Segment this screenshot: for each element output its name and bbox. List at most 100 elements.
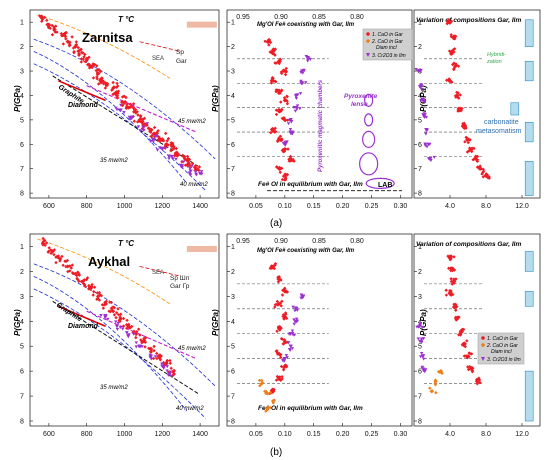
panel-a2-xtick-2: 0.15 <box>307 203 321 210</box>
panel-a3-series-1-point-6-j4 <box>429 158 433 163</box>
panel-a1-xtick-1: 800 <box>81 203 93 210</box>
panel-a1-series-1-point-3-j3 <box>152 137 156 141</box>
panel-a1-series-0-point-11-j7 <box>101 79 106 84</box>
panel-b3-series-2-point-0-j2 <box>420 325 424 329</box>
panel-b2-series-0-point-0-j8 <box>269 264 274 268</box>
panel-b1-series-0-point-14-j6 <box>148 350 153 354</box>
panel-a1-ytick-0: 1 <box>20 20 24 27</box>
panel-a1-series-0-point-2-j8 <box>50 23 54 28</box>
panel-a3-series-0-point-1-j7 <box>453 34 457 38</box>
panel-a1-series-0-point-5-j4 <box>71 46 76 50</box>
panel-a1-series-0-point-1-j6 <box>48 26 52 30</box>
panel-a3-series-0-point-9-j7 <box>470 146 475 151</box>
panel-a1-series-1-point-3-j1 <box>148 139 153 144</box>
panel-a1-series-0-point-7-j5 <box>81 57 85 61</box>
panel-a2-ann-lab: LAB <box>378 182 392 189</box>
panel-a2-ytick-4: 5 <box>231 117 235 124</box>
panel-a3-box-2 <box>510 102 520 116</box>
panel-b1-series-0-point-0-j0 <box>41 236 45 241</box>
panel-a2-series-0-point-9-j6 <box>273 126 277 130</box>
legend-b3-label-1: 1. CaO in Gar <box>487 336 518 342</box>
panel-a2-series-0-point-1-j8 <box>271 47 276 51</box>
panel-a3-series-1-point-3-j4 <box>422 115 427 119</box>
panel-b1-series-0-point-11-j1 <box>121 324 126 328</box>
panel-a1-series-0-point-1-j5 <box>47 23 51 28</box>
panel-b1-series-1-point-1-j2 <box>114 320 118 324</box>
panel-b3-series-0-point-2-j2 <box>449 277 453 281</box>
panel-a1-series-0-point-3-j8 <box>60 33 65 38</box>
panel-b3-box-2 <box>524 370 534 422</box>
panel-a1-series-1-point-8-j0 <box>199 170 204 174</box>
panel-a2-ytick-7: 8 <box>231 191 235 198</box>
panel-b1-series-0-point-12-j1 <box>132 329 136 334</box>
panel-a2-ytick-3: 4 <box>231 93 235 100</box>
panel-b3-series-1-point-2-j2 <box>434 390 438 395</box>
panel-b2-series-2-point-4-j3 <box>286 341 291 345</box>
panel-a1-series-0-point-15-j7 <box>128 105 132 109</box>
panel-b1-series-0-point-7-j7 <box>98 293 103 297</box>
panel-a1-series-0-point-6-j1 <box>80 50 84 55</box>
panel-a2-series-0-point-0-j8 <box>267 38 271 42</box>
panel-a2-series-0-point-3-j7 <box>281 68 286 72</box>
panel-b1-series-0-point-13-j8 <box>143 340 147 344</box>
panel-a2-series-0-point-3-j2 <box>283 72 288 77</box>
panel-a1-series-0-point-14-j7 <box>124 95 128 100</box>
panel-b3-series-2-point-0-j1 <box>418 323 422 327</box>
legend-a2-label-2b: Diam incl <box>376 45 397 51</box>
panel-a3-ann-carb-2: metasomatism <box>476 128 522 135</box>
panel-a1-series-1-point-6-j3 <box>180 164 185 168</box>
panel-b1-ytick-1: 2 <box>20 269 24 276</box>
panel-b1-ann-40: 40 mw/m2 <box>176 406 204 412</box>
panel-a1-series-0-point-7-j4 <box>83 59 88 64</box>
panel-b1-series-0-point-15-j5 <box>155 356 159 361</box>
panel-b1-series-1-point-3-j4 <box>140 345 144 349</box>
panel-a3-series-1-point-5-j3 <box>425 145 429 149</box>
panel-a3-ylabel: P(GPa) <box>419 85 428 112</box>
panel-a1-xtick-0: 600 <box>43 203 55 210</box>
panel-b1-xtick-4: 1400 <box>192 431 208 438</box>
panel-b2-series-2-point-0-j4 <box>301 294 306 298</box>
panel-a2-series-0-point-10-j4 <box>278 134 283 139</box>
panel-a3-series-0-point-2-j0 <box>452 47 457 51</box>
panel-b1-title: T °C <box>118 239 134 248</box>
panel-b1-ytick-7: 8 <box>20 419 24 426</box>
panel-b2-frame <box>226 233 413 427</box>
panel-a1-series-1-point-2-j1 <box>138 129 143 133</box>
panel-b1-series-0-point-7-j8 <box>95 297 99 302</box>
panel-a1-series-1-point-7-j4 <box>190 164 194 168</box>
panel-b1-series-0-point-3-j7 <box>64 264 68 269</box>
panel-b1-series-0-point-9-j3 <box>115 311 119 315</box>
panel-a3-series-0-point-6-j5 <box>456 106 461 111</box>
panel-a2-series-0-point-10-j7 <box>276 138 280 143</box>
panel-a2-series-0-point-14-j2 <box>285 172 290 177</box>
panel-a1-series-0-point-17-j5 <box>132 119 136 123</box>
panel-a2-xlabel: Fe# Ol in equilibrium with Gar, Ilm <box>258 181 363 188</box>
panel-a1-series-0-point-4-j5 <box>61 42 66 46</box>
panel-a1-series-0-point-24-j4 <box>175 150 179 155</box>
panel-a3-series-0-point-8-j4 <box>466 140 470 145</box>
panel-a3-series-1-point-0-j4 <box>416 69 420 73</box>
panel-a2-series-0-point-6-j8 <box>284 98 288 102</box>
panel-a2-series-0-point-13-j2 <box>275 165 279 169</box>
panel-b2-series-0-point-3-j3 <box>279 304 283 308</box>
panel-b1-ann-sp: Sp Шп <box>170 275 190 282</box>
panel-a1-series-0-point-1-j1 <box>45 18 49 23</box>
panel-a1-xtick-3: 1200 <box>155 203 171 210</box>
panel-a1-ytick-1: 2 <box>20 44 24 51</box>
panel-a2-ytick-5: 6 <box>231 142 235 149</box>
panel-a1-series-1-point-1-j0 <box>130 115 134 119</box>
panel-a1-series-0-point-1-j7 <box>46 25 51 30</box>
panel-b1-series-0-point-3-j5 <box>68 269 72 273</box>
panel-a1-series-1-point-5-j4 <box>174 157 178 161</box>
panel-b1-series-0-point-11-j7 <box>127 322 131 327</box>
panel-b1-series-0-point-5-j6 <box>84 277 89 282</box>
panel-b2-series-0-point-6-j8 <box>279 337 284 341</box>
panel-a3-series-0-point-10-j1 <box>471 158 475 162</box>
panel-a3-title: Variation of compositions Gar, Ilm <box>416 17 521 24</box>
panel-a1-curve-5 <box>86 85 197 133</box>
panel-b1-series-0-point-14-j0 <box>152 344 156 349</box>
panel-b2-xtick-5: 0.30 <box>394 431 408 438</box>
panel-b1-series-1-point-5-j3 <box>160 362 164 366</box>
panel-a2-series-0-point-2-j8 <box>278 58 283 62</box>
panel-b1-series-0-point-17-j8 <box>172 369 176 373</box>
